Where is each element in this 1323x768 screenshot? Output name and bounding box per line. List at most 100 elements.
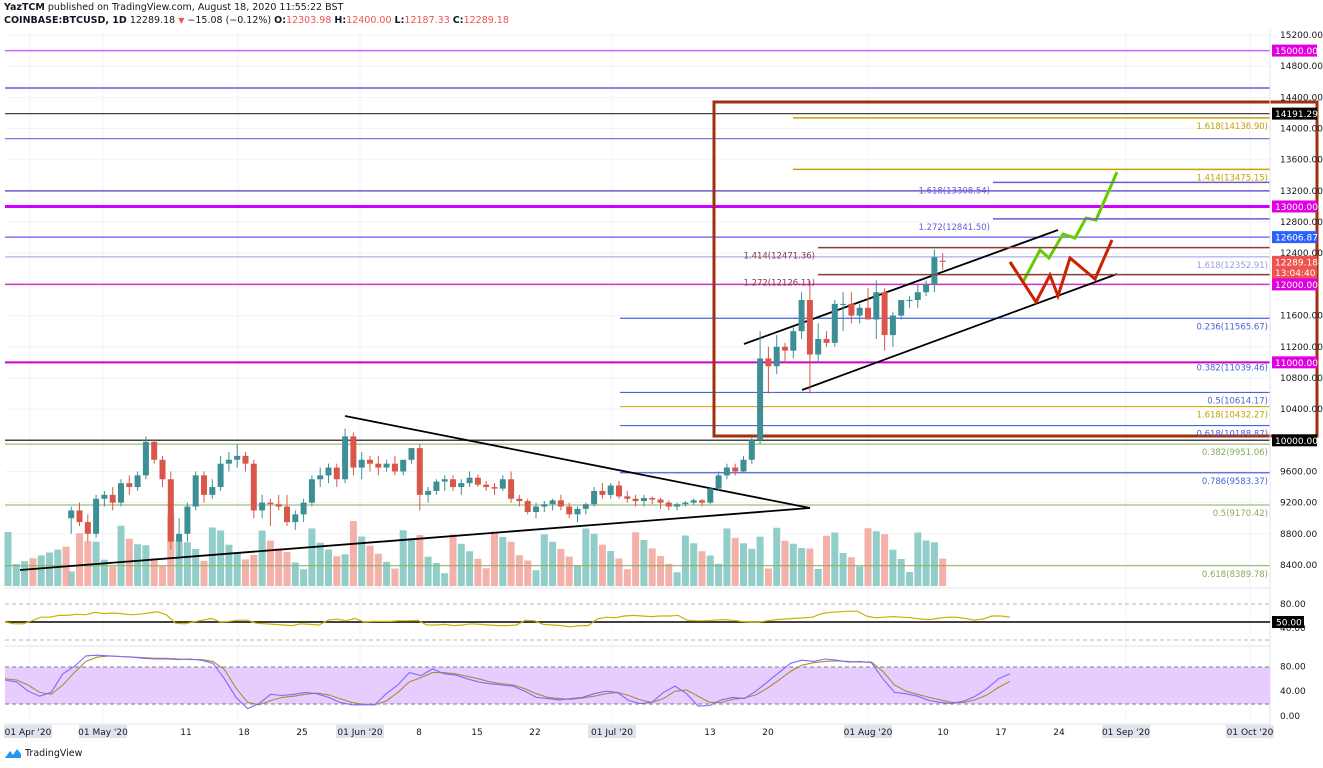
fib-label: 0.618(10188.87) [1196,430,1268,440]
candle-body [308,479,315,503]
low-label: L: [394,15,405,26]
candle-body [632,498,639,502]
volume-bar [192,549,200,586]
fib-label: 0.618(8389.78) [1202,570,1268,580]
volume-bar [457,543,465,586]
candle-body [93,498,100,534]
volume-bar [499,537,507,586]
candle-body [225,459,232,464]
bearish-projection[interactable] [1008,239,1114,305]
candle-body [284,506,290,523]
volume-bar [881,534,889,586]
fib-label: 1.272(12126.11) [743,279,815,289]
stoch-rsi-pane [4,654,1270,710]
volume-bar [125,538,133,586]
volume-bar [37,555,45,586]
price-tick-label: 10800.00 [1280,374,1323,384]
channel-lower-line[interactable] [801,273,1118,391]
volume-bar [374,553,382,586]
stoch-band [5,667,1270,704]
volume-bar [250,555,258,586]
candle-body [76,510,83,523]
price-badge-label: 13:04:40 [1275,269,1316,279]
trendlines[interactable] [19,229,1118,571]
time-tick-bg [1226,725,1274,738]
volume-bar [814,569,822,586]
candle-body [184,506,191,534]
price-tick-label: 8800.00 [1280,530,1317,540]
candle-body [400,459,407,472]
fib-label: 0.382(9951.06) [1202,448,1268,458]
fib-label: 0.5(9170.42) [1213,509,1268,519]
candle-body [109,494,116,503]
volume-bar [897,559,905,586]
volume-bar [922,540,930,586]
candle-body [466,477,473,484]
volume-bar [341,554,349,586]
candle-body [740,459,747,472]
volume-bar [557,549,565,586]
candle-body [118,483,124,503]
candle-body [557,500,564,507]
stoch-tick-label: 80.00 [1280,662,1306,672]
channel-upper-line[interactable] [743,229,1059,345]
price-badge [1272,255,1317,268]
candle-body [68,510,75,519]
volume-bar [864,528,872,586]
candle-body [333,467,340,480]
tradingview-branding[interactable]: TradingView [4,748,82,759]
volume-bar [806,548,814,586]
symbol-title[interactable]: COINBASE:BTCUSD, 1D [4,15,127,26]
candle-body [682,502,689,505]
stoch-tick-label: 40.00 [1280,687,1306,697]
candle-body [707,488,714,503]
candle-body [782,346,788,351]
candle-body [541,504,548,507]
candle-body [508,479,515,499]
candle-body [549,500,556,505]
triangle-lower-line[interactable] [19,507,811,571]
candle-body [84,522,91,534]
horizontal-levels[interactable] [5,49,1270,567]
price-badge [1272,44,1317,57]
candle-body [931,257,938,285]
rsi-line [4,610,1011,628]
fib-label: 1.618(13308.54) [918,186,990,196]
candle-body [134,475,141,488]
volume-bar [242,559,249,586]
candle-body [217,463,224,488]
volume-bar [416,535,424,586]
price-badge [1272,107,1317,120]
time-axis[interactable]: 01 Apr '20 01 May '20 11 18 25 01 Jun '20 8 15 2… [4,725,1274,738]
price-tick-label: 13200.00 [1280,187,1323,197]
triangle-upper-line[interactable] [344,415,811,509]
price-axis[interactable]: 15200.00 14800.00 14400.00 14000.00 13600.00… [1280,31,1323,571]
volume-bar [582,528,590,586]
candle-body [657,499,664,503]
candle-body [815,338,822,355]
candle-body [167,479,174,542]
time-tick-label: 24 [1053,728,1065,738]
volume-bar [930,542,938,586]
volume-bar [748,548,756,586]
volume-bar [831,532,839,586]
candle-body [201,475,207,495]
time-tick-bg [4,725,52,738]
candle-body [450,479,456,488]
candle-body [840,303,847,305]
volume-bar [333,556,341,586]
volume-bar [76,533,83,586]
volume-bar [698,551,706,586]
candle-body [292,514,299,523]
price-tick-label: 12400.00 [1280,249,1323,259]
brand-name: TradingView [25,748,83,759]
candle-body [591,490,598,505]
candle-body [474,477,481,485]
fib-label: 1.618(14136.90) [1196,122,1268,132]
candle-body [607,485,614,495]
candle-body [765,358,772,367]
volume-bar [275,548,283,586]
candle-body [865,307,871,320]
candle-body [259,502,266,511]
